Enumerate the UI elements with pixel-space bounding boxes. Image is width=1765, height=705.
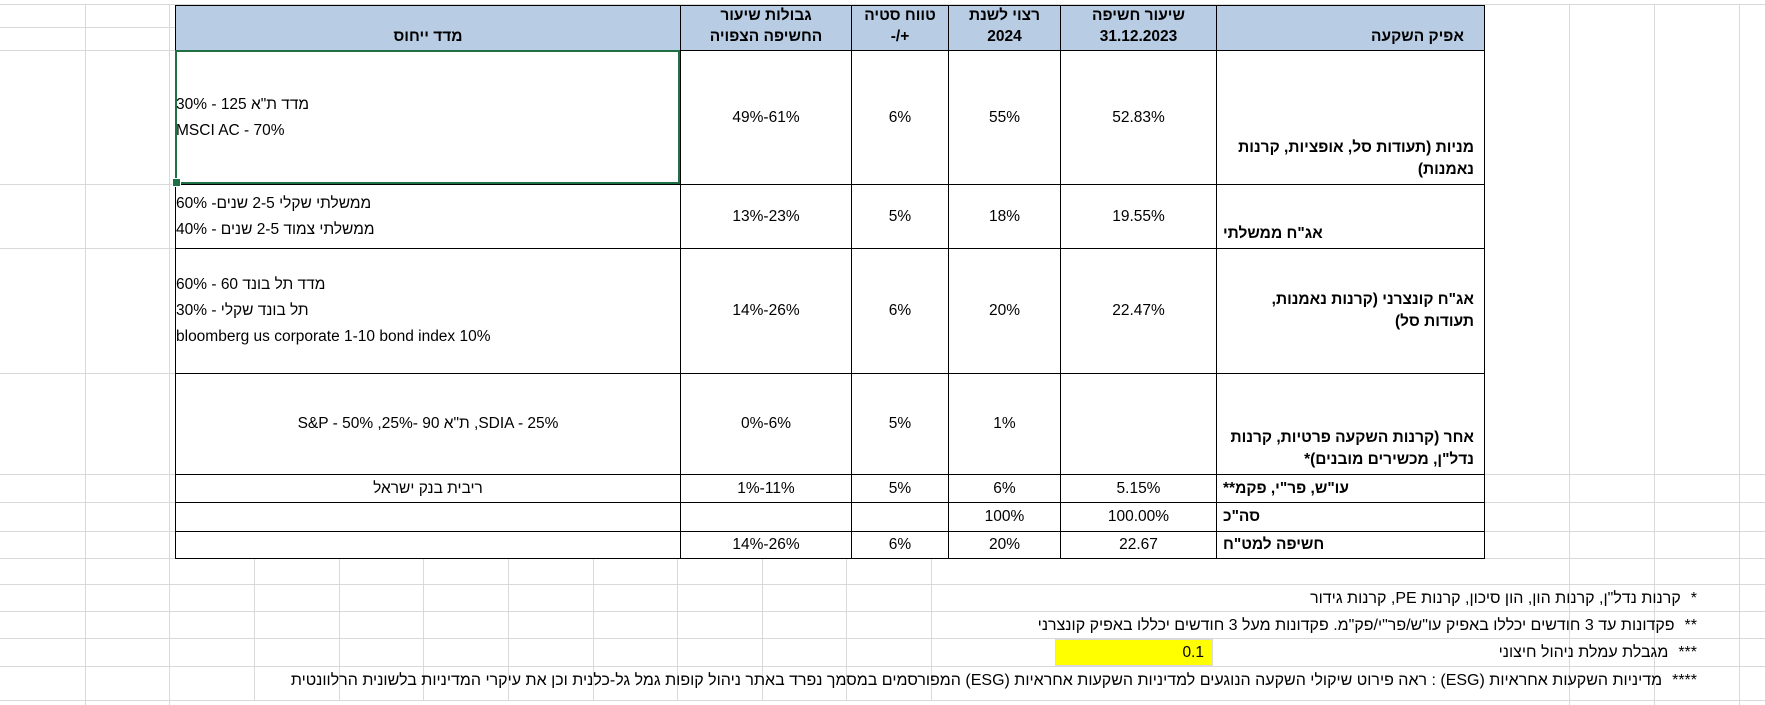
cell-benchmark-fx[interactable] bbox=[176, 532, 681, 559]
cell-deviation-corp-bonds[interactable]: 6% bbox=[852, 249, 949, 374]
cell-deviation-equities[interactable]: 6% bbox=[852, 51, 949, 185]
cell-label-corp-bonds[interactable]: אג"ח קונצרני (קרנות נאמנות, תעודות סל) bbox=[1217, 249, 1485, 374]
cell-exposure-cash[interactable]: 5.15% bbox=[1061, 475, 1217, 503]
footnote-1: * קרנות נדל"ן, קרנות הון, הון סיכון, קרנ… bbox=[0, 586, 1765, 612]
footnote-4: **** מדיניות השקעות אחראיות (ESG) : ראה … bbox=[0, 668, 1765, 694]
cell-benchmark-gov-bonds[interactable]: ממשלתי שקלי 2-5 שנים- 60% ממשלתי צמוד 2-… bbox=[176, 185, 681, 249]
col-header-exposure-bounds[interactable]: גבולות שיעור החשיפה הצפויה bbox=[681, 6, 852, 51]
cell-label-other[interactable]: אחר (קרנות השקעה פרטיות, קרנות נדל"ן, מכ… bbox=[1217, 374, 1485, 475]
cell-benchmark-equities[interactable]: מדד ת"א 125 - 30% MSCI AC - 70% bbox=[176, 51, 681, 185]
cell-exposure-gov-bonds[interactable]: 19.55% bbox=[1061, 185, 1217, 249]
cell-benchmark-other[interactable]: S&P - 50% ,25%- 90 ת"א ,SDIA - 25% bbox=[176, 374, 681, 475]
fee-limit-value: 0.1 bbox=[1182, 643, 1204, 661]
cell-bounds-corp-bonds[interactable]: 14%-26% bbox=[681, 249, 852, 374]
footnote-3-text: מגבלת עמלת ניהול חיצוני bbox=[1498, 644, 1669, 661]
external-management-fee-limit-cell[interactable]: 0.1 bbox=[1055, 639, 1213, 666]
col-header-exposure-rate[interactable]: שיעור חשיפה 31.12.2023 bbox=[1061, 6, 1217, 51]
cell-benchmark-corp-bonds[interactable]: מדד תל בונד 60 - 60% תל בונד שקלי - 30% … bbox=[176, 249, 681, 374]
cell-bounds-cash[interactable]: 1%-11% bbox=[681, 475, 852, 503]
cell-desired-total[interactable]: 100% bbox=[949, 503, 1061, 532]
cell-desired-gov-bonds[interactable]: 18% bbox=[949, 185, 1061, 249]
footnote-1-marker: * bbox=[1690, 590, 1697, 607]
cell-desired-corp-bonds[interactable]: 20% bbox=[949, 249, 1061, 374]
cell-desired-cash[interactable]: 6% bbox=[949, 475, 1061, 503]
footnote-2-marker: ** bbox=[1684, 617, 1697, 634]
col-header-investment-channel[interactable]: אפיק השקעה bbox=[1217, 6, 1485, 51]
col-header-deviation-range[interactable]: טווח סטיה +/- bbox=[852, 6, 949, 51]
col-header-benchmark[interactable]: מדד ייחוס bbox=[176, 6, 681, 51]
cell-deviation-gov-bonds[interactable]: 5% bbox=[852, 185, 949, 249]
cell-bounds-equities[interactable]: 49%-61% bbox=[681, 51, 852, 185]
cell-deviation-cash[interactable]: 5% bbox=[852, 475, 949, 503]
footnote-4-marker: **** bbox=[1672, 672, 1697, 689]
cell-bounds-fx[interactable]: 14%-26% bbox=[681, 532, 852, 559]
cell-exposure-corp-bonds[interactable]: 22.47% bbox=[1061, 249, 1217, 374]
cell-desired-equities[interactable]: 55% bbox=[949, 51, 1061, 185]
cell-deviation-total[interactable] bbox=[852, 503, 949, 532]
footnote-3: *** מגבלת עמלת ניהול חיצוני bbox=[0, 640, 1765, 666]
footnote-3-marker: *** bbox=[1678, 644, 1697, 661]
cell-exposure-equities[interactable]: 52.83% bbox=[1061, 51, 1217, 185]
cell-exposure-total[interactable]: 100.00% bbox=[1061, 503, 1217, 532]
footnote-2-text: פקדונות עד 3 חודשים יכללו באפיק עו"ש/פר"… bbox=[1037, 617, 1675, 634]
cell-benchmark-total[interactable] bbox=[176, 503, 681, 532]
cell-bounds-total[interactable] bbox=[681, 503, 852, 532]
footnote-1-text: קרנות נדל"ן, קרנות הון, הון סיכון, קרנות… bbox=[1310, 590, 1681, 607]
cell-label-equities[interactable]: מניות (תעודות סל, אופציות, קרנות נאמנות) bbox=[1217, 51, 1485, 185]
investment-policy-table: מדד ייחוס גבולות שיעור החשיפה הצפויה טוו… bbox=[175, 5, 1485, 559]
cell-benchmark-cash[interactable]: ריבית בנק ישראל bbox=[176, 475, 681, 503]
cell-deviation-fx[interactable]: 6% bbox=[852, 532, 949, 559]
cell-label-total[interactable]: סה"כ bbox=[1217, 503, 1485, 532]
cell-desired-fx[interactable]: 20% bbox=[949, 532, 1061, 559]
footnote-2: ** פקדונות עד 3 חודשים יכללו באפיק עו"ש/… bbox=[0, 613, 1765, 639]
footnote-4-text: מדיניות השקעות אחראיות (ESG) : ראה פירוט… bbox=[290, 672, 1663, 689]
cell-exposure-fx[interactable]: 22.67 bbox=[1061, 532, 1217, 559]
cell-deviation-other[interactable]: 5% bbox=[852, 374, 949, 475]
cell-label-fx[interactable]: חשיפה למט"ח bbox=[1217, 532, 1485, 559]
col-header-benchmark-label: מדד ייחוס bbox=[393, 28, 463, 45]
col-header-desired-2024[interactable]: רצוי לשנת 2024 bbox=[949, 6, 1061, 51]
cell-bounds-other[interactable]: 0%-6% bbox=[681, 374, 852, 475]
cell-label-cash[interactable]: עו"ש, פר"י, פקמ** bbox=[1217, 475, 1485, 503]
cell-bounds-gov-bonds[interactable]: 13%-23% bbox=[681, 185, 852, 249]
cell-label-gov-bonds[interactable]: אג"ח ממשלתי bbox=[1217, 185, 1485, 249]
cell-desired-other[interactable]: 1% bbox=[949, 374, 1061, 475]
cell-exposure-other[interactable] bbox=[1061, 374, 1217, 475]
